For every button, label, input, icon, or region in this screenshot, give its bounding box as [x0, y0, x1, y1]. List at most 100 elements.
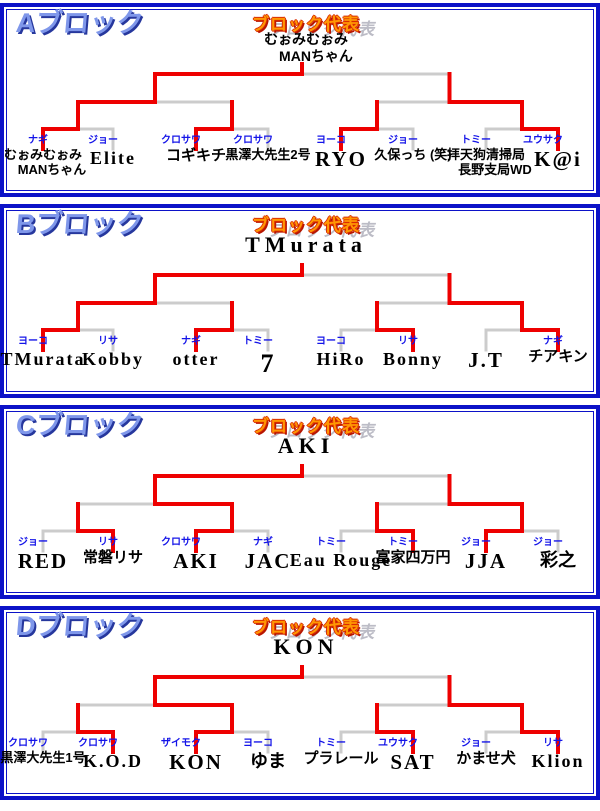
player-tag: トミー: [388, 537, 418, 548]
player-slot: リサ Kobby: [53, 335, 173, 369]
player-slot: クロサワ コギキチ: [136, 134, 256, 165]
player-name: Kobby: [81, 349, 145, 369]
player-slot: ジョー 彩之: [498, 536, 600, 570]
player-name: JJA: [464, 549, 508, 573]
player-slot: リサ Bonny: [353, 335, 473, 369]
player-slot: トミー 7: [208, 335, 328, 378]
player-name: J.T: [468, 348, 504, 372]
player-slot: ナギ チアキン: [498, 335, 600, 366]
player-name: Klion: [531, 751, 585, 771]
champion-name-line: MANちゃん: [279, 47, 353, 64]
block-representative-header: ブロック代表 ブロック代表: [156, 211, 456, 240]
player-slot: ユウサク K@i: [498, 134, 600, 172]
player-name: 富家四万円: [375, 549, 451, 566]
player-name: 黒澤大先生1号: [0, 750, 86, 765]
player-tag: ジョー: [18, 537, 48, 548]
player-tag: ジョー: [533, 537, 563, 548]
player-slot: J.T: [426, 335, 546, 373]
player-slot: ナギ JAC: [208, 536, 328, 574]
player-slot: トミー 拝天狗清掃局 長野支局WD: [426, 134, 546, 177]
player-name: K@i: [534, 147, 582, 171]
player-slot: ジョー 久保っち (笑): [353, 134, 473, 163]
bracket-lines: [41, 62, 560, 151]
block-a: Aブロック ブロック代表 ブロック代表 むぉみむぉみ MANちゃん ナギ むぉみ…: [0, 3, 600, 197]
player-slot: ジョー JJA: [426, 536, 546, 574]
player-tag: ジョー: [88, 135, 118, 146]
player-name: 拝天狗清掃局 長野支局WD: [446, 147, 532, 177]
player-name: 7: [260, 349, 276, 378]
block-b: Bブロック ブロック代表 ブロック代表 TMurata ヨーコ TMurata …: [0, 204, 600, 398]
player-tag: ナギ: [28, 135, 48, 146]
player-name: SAT: [390, 750, 436, 774]
player-tag: リサ: [98, 336, 118, 347]
player-tag: リサ: [398, 336, 418, 347]
player-name: otter: [172, 349, 220, 369]
player-slot: クロサワ 黒澤大先生2号: [208, 134, 328, 163]
player-name: HiRo: [316, 349, 366, 369]
player-slot: ナギ むぉみむぉみ MANちゃん: [0, 134, 103, 177]
player-tag: トミー: [243, 336, 273, 347]
player-slot: リサ Klion: [498, 737, 600, 771]
player-name: JAC: [244, 549, 292, 573]
champion-name-line: TMurata: [245, 232, 367, 257]
player-tag: ザイモク: [161, 738, 201, 749]
player-tag: クロサワ: [161, 537, 201, 548]
player-name: RYO: [315, 147, 367, 171]
block-a-champion: むぉみむぉみ MANちゃん: [156, 31, 456, 65]
player-tag: リサ: [98, 537, 118, 548]
block-b-champion: TMurata: [156, 232, 456, 258]
bracket-lines: [41, 263, 560, 352]
player-name: 久保っち (笑): [374, 147, 452, 162]
champion-name-line: むぉみむぉみ: [264, 31, 348, 47]
block-representative-header: ブロック代表 ブロック代表: [156, 10, 456, 39]
block-c: Cブロック ブロック代表 ブロック代表 AKI ジョー RED リサ 常磐リサ …: [0, 405, 600, 599]
player-slot: ヨーコ HiRo: [281, 335, 401, 369]
representative-label: ブロック代表: [252, 216, 360, 235]
player-slot: ヨーコ TMurata: [0, 335, 103, 369]
bracket-lines: [41, 665, 560, 754]
player-name: 彩之: [540, 550, 576, 570]
player-slot: トミー Eau Rouge: [281, 536, 401, 570]
player-tag: ユウサク: [523, 135, 563, 146]
player-slot: ナギ otter: [136, 335, 256, 369]
player-name: K.O.D: [82, 751, 143, 771]
player-slot: トミー 富家四万円: [353, 536, 473, 567]
block-d-champion: KON: [156, 634, 456, 660]
player-tag: ナギ: [253, 537, 273, 548]
player-name: チアキン: [528, 348, 588, 365]
representative-label: ブロック代表: [252, 618, 360, 637]
player-tag: トミー: [316, 738, 346, 749]
player-tag: クロサワ: [161, 135, 201, 146]
player-slot: ジョー Elite: [53, 134, 173, 168]
player-tag: クロサワ: [8, 738, 48, 749]
player-slot: ヨーコ ゆま: [208, 737, 328, 771]
player-tag: ヨーコ: [18, 336, 48, 347]
player-tag: ナギ: [181, 336, 201, 347]
player-name: AKI: [173, 549, 219, 573]
player-slot: リサ 常磐リサ: [53, 536, 173, 567]
representative-label: ブロック代表: [252, 15, 360, 34]
player-name: Bonny: [382, 349, 444, 369]
player-tag: ヨーコ: [316, 135, 346, 146]
player-slot: ザイモク KON: [136, 737, 256, 775]
player-name: TMurata: [0, 349, 86, 369]
player-name: むぉみむぉみ MANちゃん: [3, 147, 87, 177]
player-tag: ヨーコ: [316, 336, 346, 347]
player-slot: トミー プラレール: [281, 737, 401, 768]
player-tag: ジョー: [388, 135, 418, 146]
player-tag: トミー: [461, 135, 491, 146]
player-tag: クロサワ: [78, 738, 118, 749]
bracket-lines: [41, 464, 560, 553]
player-slot: クロサワ AKI: [136, 536, 256, 574]
player-slot: ユウサク SAT: [353, 737, 473, 775]
block-representative-header: ブロック代表 ブロック代表: [156, 412, 456, 441]
champion-name-line: AKI: [277, 433, 335, 458]
player-name: Eau Rouge: [289, 550, 393, 570]
player-tag: ユウサク: [378, 738, 418, 749]
champion-name-line: KON: [273, 634, 339, 659]
player-tag: リサ: [543, 738, 563, 749]
player-slot: ジョー かませ犬: [426, 737, 546, 768]
player-name: KON: [169, 750, 223, 774]
player-tag: トミー: [316, 537, 346, 548]
player-tag: ジョー: [461, 738, 491, 749]
